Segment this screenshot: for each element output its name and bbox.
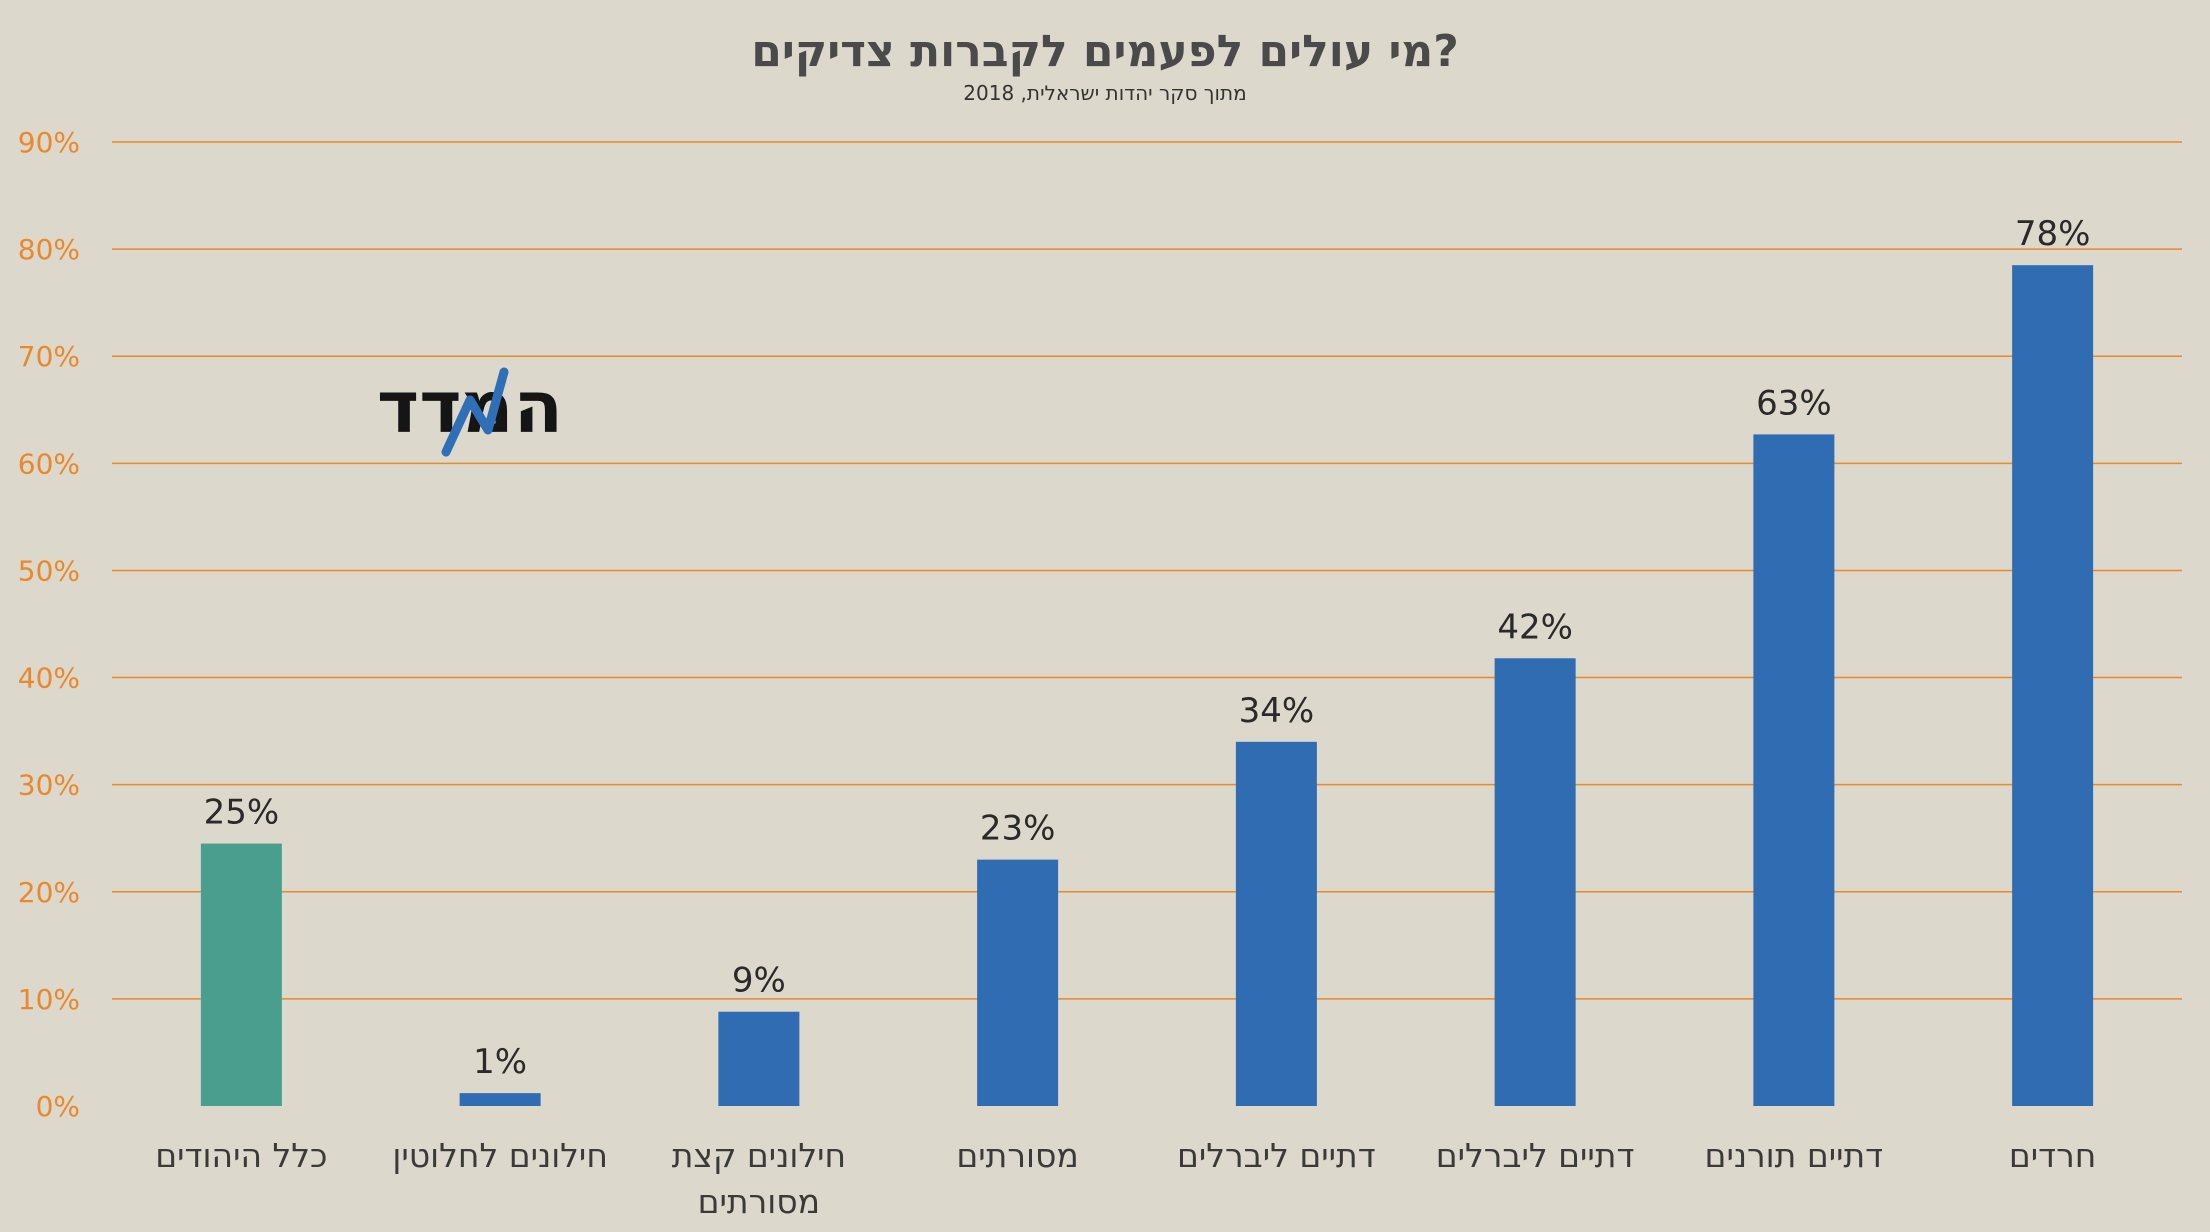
- data-label: 1%: [473, 1042, 527, 1082]
- data-label: 78%: [2015, 214, 2091, 254]
- y-tick-label: 60%: [18, 447, 80, 480]
- data-label: 63%: [1756, 383, 1832, 423]
- y-tick-label: 30%: [18, 769, 80, 802]
- chart-subtitle: מתוך סקר יהדות ישראלית, 2018: [963, 81, 1246, 105]
- data-label: 23%: [980, 809, 1056, 849]
- bar: [2012, 265, 2094, 1107]
- data-labels: 25% 1% 9% 23% 34% 42% 63% 78%: [204, 214, 2091, 1082]
- y-tick-label: 80%: [18, 233, 80, 266]
- y-tick-label: 0%: [36, 1090, 80, 1123]
- bar: [1494, 658, 1576, 1106]
- data-label: 9%: [732, 961, 786, 1001]
- y-tick-label: 20%: [18, 876, 80, 909]
- x-tick-label: חרדים: [2009, 1136, 2096, 1175]
- data-label: 34%: [1239, 691, 1315, 731]
- bar: [718, 1011, 800, 1106]
- y-tick-label: 10%: [18, 983, 80, 1016]
- x-tick-label: דתיים ליברלים: [1436, 1136, 1635, 1175]
- logo-stroke-icon: [441, 367, 509, 457]
- x-tick-label: דתיים תורנים: [1705, 1136, 1884, 1175]
- gridlines: [112, 141, 2182, 1000]
- y-axis-ticks: 0% 10% 20% 30% 40% 50% 60% 70% 80% 90%: [18, 126, 80, 1123]
- x-tick-label: מסורתים: [956, 1136, 1078, 1175]
- chart-title: מי עולים לפעמים לקברות צדיקים?: [751, 26, 1459, 77]
- bars: [200, 265, 2094, 1107]
- data-label: 25%: [204, 793, 280, 833]
- logo: המדד: [377, 365, 563, 457]
- bar: [977, 859, 1059, 1106]
- y-tick-label: 70%: [18, 340, 80, 373]
- bar: [200, 843, 282, 1106]
- x-tick-label: חילונים לחלוטין: [392, 1136, 608, 1175]
- x-tick-label: כלל היהודים: [155, 1136, 327, 1175]
- y-tick-label: 90%: [18, 126, 80, 159]
- data-label: 42%: [1497, 607, 1573, 647]
- bar: [1235, 741, 1317, 1106]
- x-tick-label: דתיים ליברלים: [1177, 1136, 1376, 1175]
- y-tick-label: 50%: [18, 554, 80, 587]
- y-tick-label: 40%: [18, 662, 80, 695]
- x-tick-label: מסורתים: [698, 1182, 820, 1221]
- bar: [1753, 434, 1835, 1106]
- x-axis-ticks: כלל היהודים חילונים לחלוטין חילונים קצת מסו…: [155, 1136, 2096, 1221]
- bar: [459, 1093, 541, 1106]
- x-tick-label: חילונים קצת: [672, 1136, 846, 1175]
